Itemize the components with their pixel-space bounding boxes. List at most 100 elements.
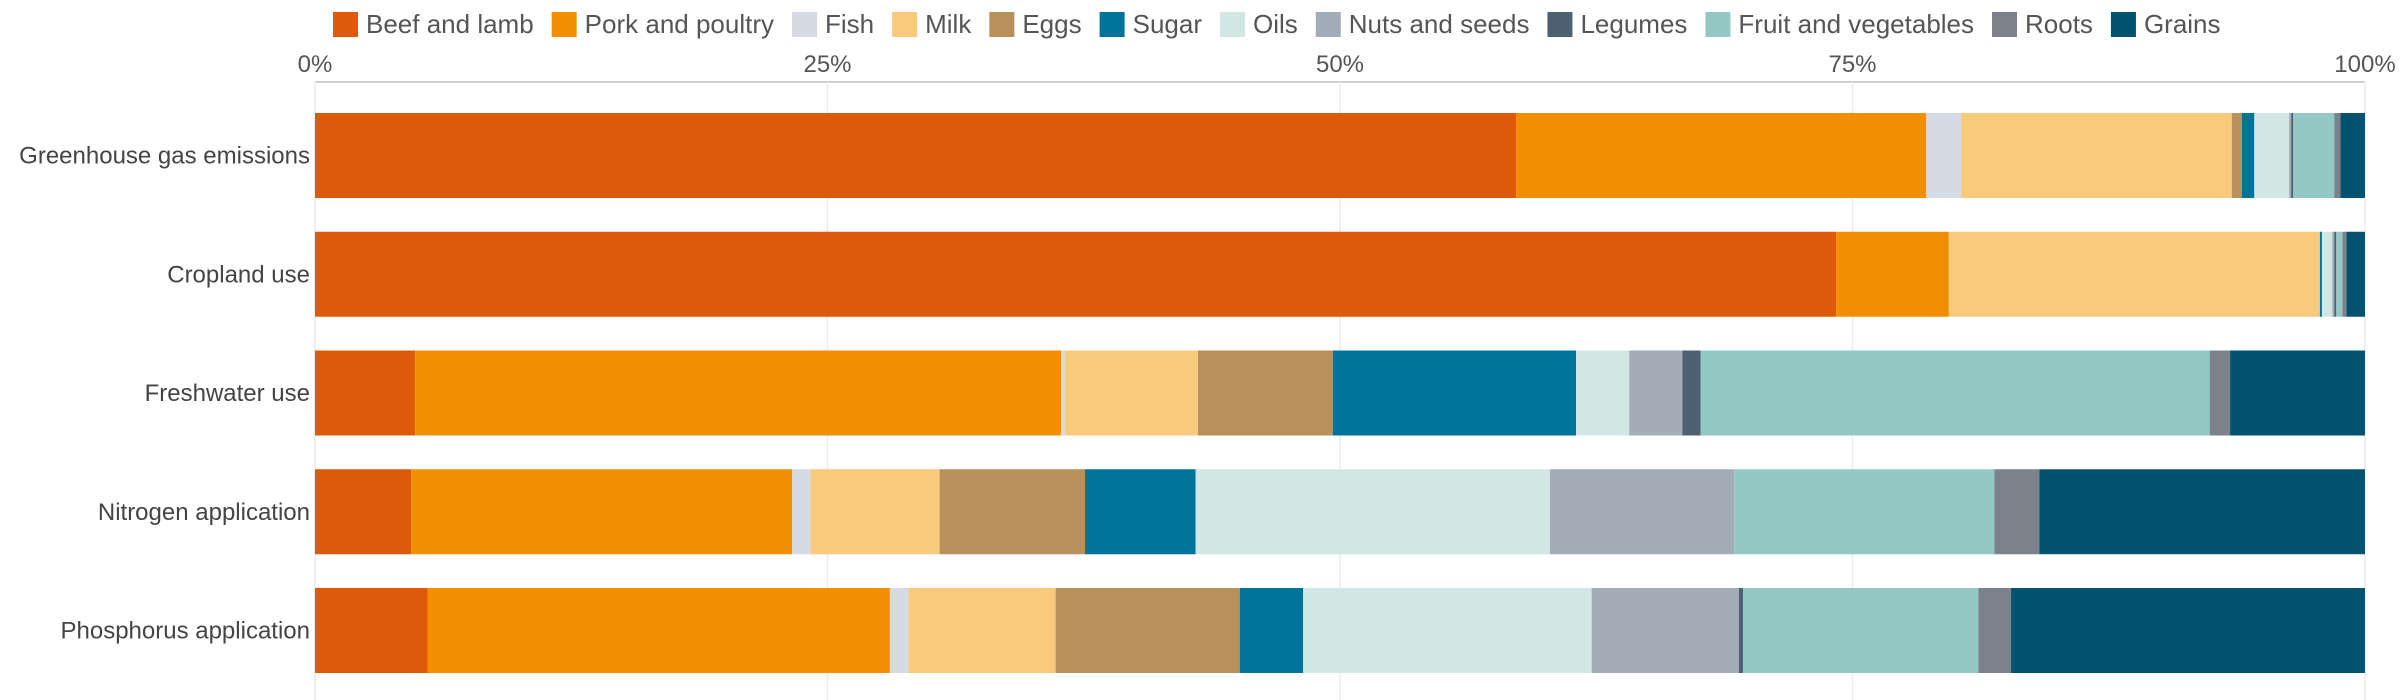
bar-segment-nitrogen-application-eggs[interactable] [939,469,1086,555]
legend-swatch-pork-and-poultry [551,12,577,37]
legend-item-nuts-and-seeds[interactable]: Nuts and seeds [1315,9,1530,39]
legend-label-fruit-and-vegetables: Fruit and vegetables [1738,9,1974,39]
category-label-greenhouse-gas-emissions: Greenhouse gas emissions [19,143,310,170]
bar-segment-greenhouse-gas-emissions-milk[interactable] [1961,113,2232,198]
bar-segment-cropland-use-milk[interactable] [1948,231,2320,317]
bar-segment-cropland-use-grains[interactable] [2346,231,2365,317]
bar-segment-greenhouse-gas-emissions-pork-and-poultry[interactable] [1516,113,1927,198]
category-label-cropland-use: Cropland use [167,261,310,288]
bar-segment-cropland-use-oils[interactable] [2321,231,2333,317]
x-tick-label-25: 25% [803,51,851,78]
bar-row-phosphorus-application [315,588,2365,673]
legend-item-fish[interactable]: Fish [792,9,874,39]
bar-segment-nitrogen-application-beef-and-lamb[interactable] [315,469,412,555]
legend-item-sugar[interactable]: Sugar [1099,9,1203,39]
legend-item-fruit-and-vegetables[interactable]: Fruit and vegetables [1705,9,1974,39]
bar-segment-phosphorus-application-roots[interactable] [1978,588,2012,673]
bar-row-nitrogen-application [315,469,2365,555]
legend-swatch-eggs [989,12,1015,37]
bar-segment-freshwater-use-fish[interactable] [1061,350,1066,436]
legend-label-milk: Milk [925,9,972,39]
bar-segment-greenhouse-gas-emissions-legumes[interactable] [2291,113,2294,198]
bar-segment-greenhouse-gas-emissions-grains[interactable] [2340,113,2365,198]
bar-segment-phosphorus-application-grains[interactable] [2011,588,2365,673]
bar-segment-freshwater-use-pork-and-poultry[interactable] [415,350,1062,436]
legend-label-legumes: Legumes [1580,9,1687,39]
bar-segment-greenhouse-gas-emissions-fruit-and-vegetables[interactable] [2293,113,2335,198]
bar-row-freshwater-use [315,350,2365,436]
bar-segment-phosphorus-application-beef-and-lamb[interactable] [315,588,428,673]
bar-segment-freshwater-use-milk[interactable] [1065,350,1198,436]
bar-segment-greenhouse-gas-emissions-roots[interactable] [2334,113,2341,198]
bar-segment-nitrogen-application-fruit-and-vegetables[interactable] [1734,469,1995,555]
bar-segment-phosphorus-application-legumes[interactable] [1738,588,1744,673]
bar-segment-cropland-use-fruit-and-vegetables[interactable] [2336,231,2343,317]
bar-segment-greenhouse-gas-emissions-sugar[interactable] [2242,113,2255,198]
legend-label-beef-and-lamb: Beef and lamb [366,9,534,39]
legend-swatch-fruit-and-vegetables [1705,12,1731,37]
bar-segment-greenhouse-gas-emissions-nuts-and-seeds[interactable] [2289,113,2292,198]
legend-swatch-legumes [1547,12,1573,37]
bar-segment-cropland-use-pork-and-poultry[interactable] [1836,231,1949,317]
legend-label-eggs: Eggs [1022,9,1081,39]
bar-segment-phosphorus-application-milk[interactable] [908,588,1056,673]
bar-segment-phosphorus-application-pork-and-poultry[interactable] [427,588,890,673]
legend-item-oils[interactable]: Oils [1220,9,1298,39]
bar-segment-cropland-use-sugar[interactable] [2319,231,2322,317]
bar-segment-greenhouse-gas-emissions-eggs[interactable] [2231,113,2242,198]
bar-segment-greenhouse-gas-emissions-fish[interactable] [1926,113,1962,198]
bar-segment-nitrogen-application-grains[interactable] [2039,469,2365,555]
legend-swatch-milk [892,12,918,37]
legend-item-pork-and-poultry[interactable]: Pork and poultry [551,9,774,39]
bar-segment-nitrogen-application-sugar[interactable] [1085,469,1196,555]
bar-segment-freshwater-use-legumes[interactable] [1682,350,1701,436]
legend: Beef and lamb Pork and poultry Fish Milk Egg… [333,9,2221,39]
bar-segment-phosphorus-application-sugar[interactable] [1239,588,1304,673]
legend-item-legumes[interactable]: Legumes [1547,9,1687,39]
legend-item-roots[interactable]: Roots [1992,9,2093,39]
bar-segment-cropland-use-beef-and-lamb[interactable] [315,231,1837,317]
bar-segment-nitrogen-application-pork-and-poultry[interactable] [411,469,793,555]
legend-swatch-sugar [1099,12,1125,37]
legend-item-milk[interactable]: Milk [892,9,972,39]
bar-segment-cropland-use-legumes[interactable] [2334,231,2337,317]
legend-label-grains: Grains [2144,9,2221,39]
bar-segment-freshwater-use-eggs[interactable] [1197,350,1333,436]
bar-segment-greenhouse-gas-emissions-beef-and-lamb[interactable] [315,113,1517,198]
bar-segment-nitrogen-application-nuts-and-seeds[interactable] [1549,469,1735,555]
bar-segment-freshwater-use-roots[interactable] [2209,350,2231,436]
bar-segment-phosphorus-application-oils[interactable] [1303,588,1592,673]
bar-segment-freshwater-use-grains[interactable] [2230,350,2365,436]
x-tick-label-50: 50% [1316,51,1364,78]
bar-segment-freshwater-use-oils[interactable] [1576,350,1630,436]
bar-segment-freshwater-use-sugar[interactable] [1332,350,1577,436]
legend-item-eggs[interactable]: Eggs [989,9,1082,39]
category-label-phosphorus-application: Phosphorus application [60,618,310,645]
bar-segment-nitrogen-application-fish[interactable] [792,469,811,555]
bars [315,113,2365,673]
bar-segment-phosphorus-application-fish[interactable] [889,588,909,673]
bar-segment-cropland-use-roots[interactable] [2342,231,2347,317]
legend-swatch-oils [1220,12,1245,37]
bar-segment-phosphorus-application-nuts-and-seeds[interactable] [1591,588,1739,673]
bar-segment-nitrogen-application-milk[interactable] [810,469,940,555]
bar-segment-phosphorus-application-fruit-and-vegetables[interactable] [1743,588,1979,673]
legend-item-grains[interactable]: Grains [2110,9,2221,39]
bar-segment-freshwater-use-beef-and-lamb[interactable] [315,350,416,436]
bar-segment-freshwater-use-nuts-and-seeds[interactable] [1629,350,1683,436]
legend-swatch-beef-and-lamb [333,12,358,37]
legend-label-pork-and-poultry: Pork and poultry [585,9,774,39]
legend-label-roots: Roots [2025,9,2093,39]
bar-segment-phosphorus-application-eggs[interactable] [1055,588,1240,673]
bar-segment-freshwater-use-fruit-and-vegetables[interactable] [1700,350,2210,436]
bar-segment-cropland-use-nuts-and-seeds[interactable] [2332,231,2335,317]
bar-segment-nitrogen-application-roots[interactable] [1994,469,2040,555]
legend-swatch-grains [2110,12,2136,37]
category-label-nitrogen-application: Nitrogen application [98,499,310,526]
bar-segment-greenhouse-gas-emissions-oils[interactable] [2254,113,2290,198]
legend-item-beef-and-lamb[interactable]: Beef and lamb [333,9,534,39]
legend-swatch-fish [792,12,817,37]
bar-segment-nitrogen-application-oils[interactable] [1195,469,1550,555]
